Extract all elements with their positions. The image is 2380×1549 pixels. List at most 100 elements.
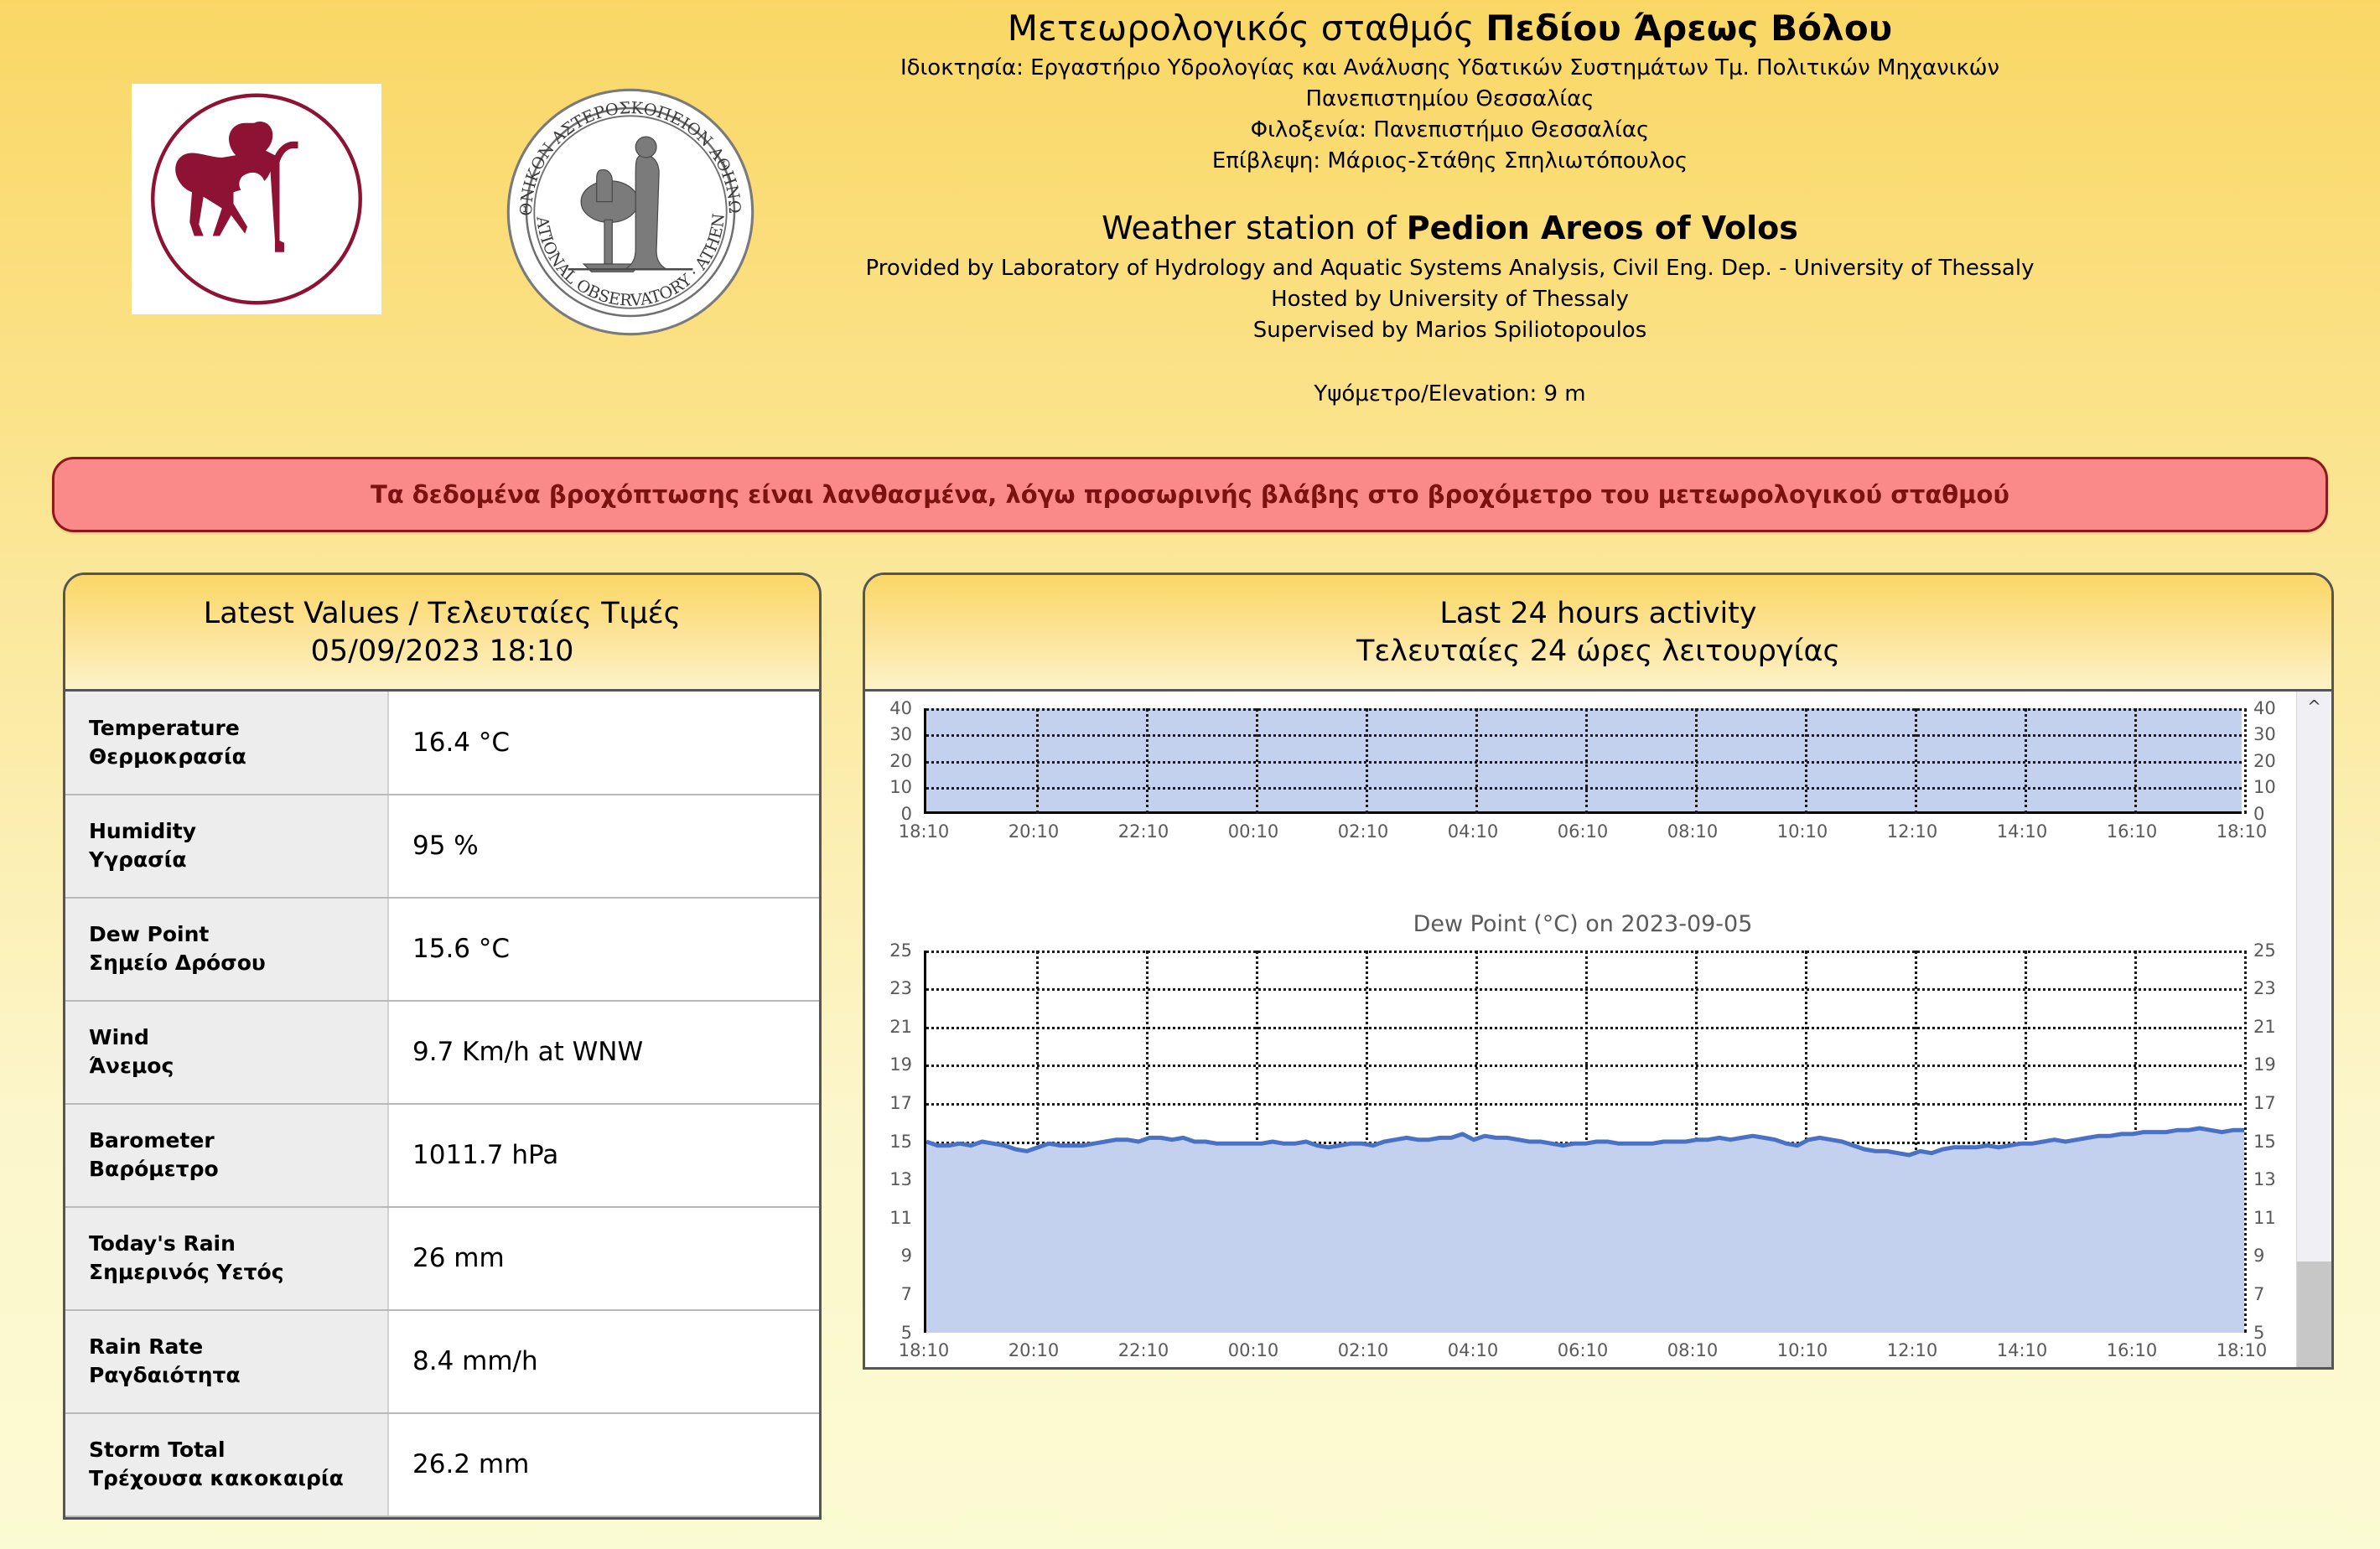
charts-scrollbar[interactable]: ^ bbox=[2296, 691, 2331, 1367]
activity-title-english: Last 24 hours activity bbox=[1439, 597, 1757, 630]
x-axis-tick-label: 10:10 bbox=[1776, 821, 1828, 842]
x-axis-tick-label: 06:10 bbox=[1557, 1339, 1609, 1360]
y-axis-tick-label: 21 bbox=[2253, 1016, 2276, 1037]
table-row: Barometer Βαρόμετρο 1011.7 hPa bbox=[65, 1103, 819, 1208]
y-axis-tick-label: 10 bbox=[2253, 777, 2276, 798]
measurement-label-el: Υγρασία bbox=[89, 847, 187, 873]
gridline-vertical bbox=[1366, 707, 1368, 814]
y-axis-tick-label: 11 bbox=[889, 1207, 912, 1228]
page-header: ΕΘΝΙΚΟΝ ΑΣΤΕΡΟΣΚΟΠΕΙΟΝ ΑΘΗΝΩΝ NATIONAL O… bbox=[0, 0, 2380, 457]
x-axis-tick-label: 18:10 bbox=[898, 1339, 950, 1360]
dewpoint-chart-title: Dew Point (°C) on 2023-09-05 bbox=[1413, 910, 1753, 937]
x-axis-tick-label: 18:10 bbox=[898, 821, 950, 842]
measurement-value: 1011.7 hPa bbox=[388, 1103, 819, 1208]
gridline-vertical bbox=[1915, 707, 1917, 814]
hosted-line-english: Hosted by University of Thessaly bbox=[1271, 287, 1629, 313]
national-observatory-athens-logo: ΕΘΝΙΚΟΝ ΑΣΤΕΡΟΣΚΟΠΕΙΟΝ ΑΘΗΝΩΝ NATIONAL O… bbox=[494, 67, 760, 342]
y-axis-tick-label: 40 bbox=[889, 697, 912, 718]
scroll-up-arrow-icon[interactable]: ^ bbox=[2307, 696, 2321, 717]
latest-values-title: Latest Values / Τελευταίες Τιμές bbox=[203, 597, 682, 630]
elevation-text: Υψόμετρο/Elevation: 9 m bbox=[1314, 381, 1586, 407]
gridline-vertical bbox=[1585, 707, 1588, 814]
series-dewpoint bbox=[926, 1126, 2244, 1333]
gridline-vertical bbox=[1146, 707, 1149, 814]
table-row: Today's Rain Σημερινός Υετός 26 mm bbox=[65, 1206, 819, 1311]
y-axis-tick-label: 0 bbox=[900, 803, 912, 824]
latest-values-panel: Latest Values / Τελευταίες Τιμές 05/09/2… bbox=[63, 572, 822, 1520]
measurement-label: Wind Άνεμος bbox=[65, 1000, 389, 1105]
x-axis-tick-label: 14:10 bbox=[1996, 821, 2048, 842]
gridline-horizontal bbox=[926, 1065, 2242, 1068]
plot-area bbox=[924, 950, 2247, 1333]
x-axis-tick-label: 04:10 bbox=[1447, 1339, 1499, 1360]
measurement-label-el: Σημείο Δρόσου bbox=[89, 951, 266, 976]
y-axis-tick-label: 17 bbox=[2253, 1092, 2276, 1113]
x-axis-tick-label: 14:10 bbox=[1996, 1339, 2048, 1360]
x-axis-tick-label: 02:10 bbox=[1337, 1339, 1389, 1360]
activity-panel: Last 24 hours activity Τελευταίες 24 ώρε… bbox=[863, 572, 2334, 1370]
gridline-vertical bbox=[1256, 707, 1258, 814]
measurement-label-el: Σημερινός Υετός bbox=[89, 1260, 284, 1285]
y-axis-tick-label: 30 bbox=[889, 724, 912, 745]
header-titles: Μετεωρολογικός σταθμός Πεδίου Άρεως Βόλο… bbox=[0, 8, 2380, 407]
measurement-value: 26.2 mm bbox=[388, 1412, 819, 1517]
station-title-greek-prefix: Μετεωρολογικός σταθμός bbox=[1007, 8, 1486, 49]
x-axis-tick-label: 02:10 bbox=[1337, 821, 1389, 842]
x-axis-tick-label: 08:10 bbox=[1667, 821, 1719, 842]
measurement-label: Storm Total Τρέχουσα κακοκαιρία bbox=[65, 1412, 389, 1517]
chart-block-top: 0 0 10 10 20 20 30 30 40 40 18:10 20:10 22:10 00:10 02… bbox=[865, 698, 2300, 846]
charts-scroll-area: 0 0 10 10 20 20 30 30 40 40 18:10 20:10 22:10 00:10 02… bbox=[865, 691, 2331, 1367]
y-axis-tick-label: 23 bbox=[2253, 978, 2276, 999]
gridline-vertical bbox=[2244, 950, 2247, 1333]
measurement-label-el: Τρέχουσα κακοκαιρία bbox=[89, 1466, 344, 1491]
gridline-vertical bbox=[2025, 707, 2027, 814]
table-row: Dew Point Σημείο Δρόσου 15.6 °C bbox=[65, 897, 819, 1002]
measurement-label: Today's Rain Σημερινός Υετός bbox=[65, 1206, 389, 1311]
measurement-label-en: Today's Rain bbox=[89, 1231, 236, 1256]
provided-line-english: Provided by Laboratory of Hydrology and … bbox=[865, 256, 2035, 282]
x-axis-tick-label: 22:10 bbox=[1117, 821, 1169, 842]
measurement-value: 16.4 °C bbox=[388, 691, 819, 795]
measurement-label: Temperature Θερμοκρασία bbox=[65, 691, 389, 795]
measurement-label-en: Dew Point bbox=[89, 922, 210, 947]
gridline-horizontal bbox=[926, 988, 2242, 992]
charts-viewport: 0 0 10 10 20 20 30 30 40 40 18:10 20:10 22:10 00:10 02… bbox=[865, 692, 2300, 1367]
gridline-horizontal bbox=[926, 950, 2242, 953]
measurement-value: 15.6 °C bbox=[388, 897, 819, 1002]
gridline-vertical bbox=[1475, 707, 1478, 814]
station-title-english-prefix: Weather station of bbox=[1102, 209, 1407, 246]
table-row: Wind Άνεμος 9.7 Km/h at WNW bbox=[65, 1000, 819, 1105]
x-axis-tick-label: 00:10 bbox=[1227, 821, 1279, 842]
warning-banner-wrap: Τα δεδομένα βροχόπτωσης είναι λανθασμένα… bbox=[0, 457, 2380, 532]
y-axis-tick-label: 0 bbox=[2253, 803, 2265, 824]
x-axis-tick-label: 12:10 bbox=[1886, 821, 1938, 842]
measurement-label: Humidity Υγρασία bbox=[65, 794, 389, 899]
gridline-horizontal bbox=[926, 787, 2242, 790]
y-axis-tick-label: 25 bbox=[889, 940, 912, 961]
x-axis-tick-label: 06:10 bbox=[1557, 821, 1609, 842]
y-axis-tick-label: 19 bbox=[889, 1054, 912, 1075]
station-title-greek-bold: Πεδίου Άρεως Βόλου bbox=[1486, 8, 1893, 49]
y-axis-tick-label: 20 bbox=[889, 750, 912, 771]
y-axis-tick-label: 7 bbox=[2253, 1283, 2265, 1304]
x-axis-tick-label: 10:10 bbox=[1776, 1339, 1828, 1360]
y-axis-tick-label: 7 bbox=[900, 1283, 912, 1304]
x-axis-tick-label: 08:10 bbox=[1667, 1339, 1719, 1360]
supervisor-line-greek: Επίβλεψη: Μάριος-Στάθης Σπηλιωτόπουλος bbox=[1211, 148, 1688, 174]
measurement-label: Dew Point Σημείο Δρόσου bbox=[65, 897, 389, 1002]
x-axis-tick-label: 18:10 bbox=[2216, 1339, 2268, 1360]
measurement-value: 95 % bbox=[388, 794, 819, 899]
scrollbar-thumb[interactable] bbox=[2297, 1261, 2331, 1367]
main-content: Latest Values / Τελευταίες Τιμές 05/09/2… bbox=[0, 532, 2380, 1520]
y-axis-tick-label: 21 bbox=[889, 1016, 912, 1037]
table-row: Temperature Θερμοκρασία 16.4 °C bbox=[65, 691, 819, 795]
x-axis-tick-label: 00:10 bbox=[1227, 1339, 1279, 1360]
gridline-horizontal bbox=[926, 1026, 2242, 1029]
y-axis-tick-label: 25 bbox=[2253, 940, 2276, 961]
chart-top: 0 0 10 10 20 20 30 30 40 40 18:10 20:10 22:10 00:10 02… bbox=[870, 698, 2295, 846]
activity-header: Last 24 hours activity Τελευταίες 24 ώρε… bbox=[865, 575, 2331, 692]
y-axis-tick-label: 10 bbox=[889, 777, 912, 798]
y-axis-tick-label: 9 bbox=[2253, 1246, 2265, 1267]
x-axis-tick-label: 16:10 bbox=[2106, 1339, 2158, 1360]
gridline-vertical bbox=[2244, 707, 2247, 814]
